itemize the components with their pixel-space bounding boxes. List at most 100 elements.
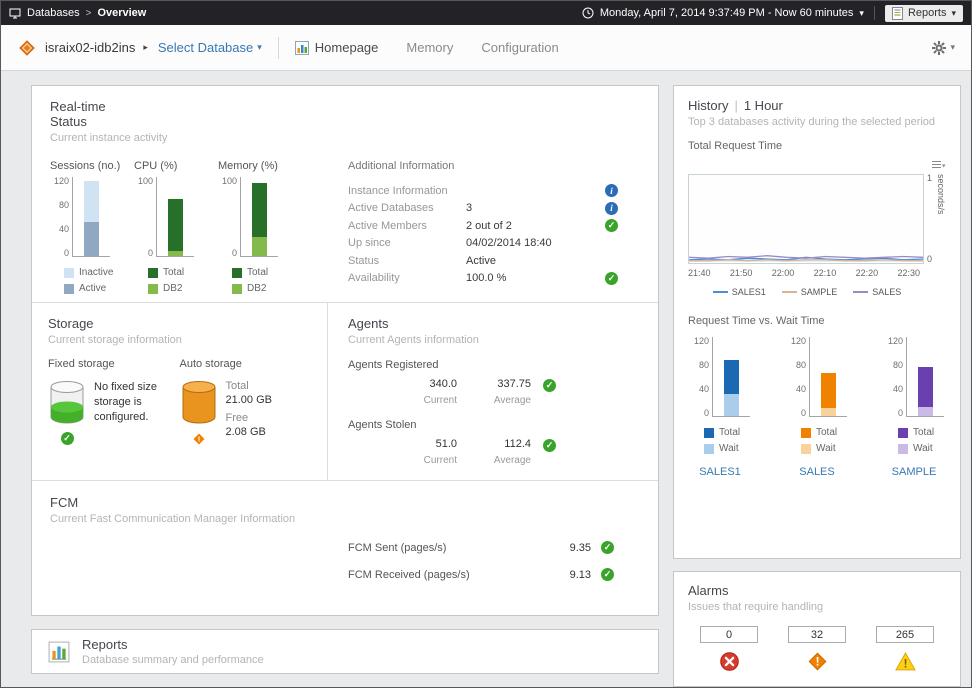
line-series-svg: [689, 255, 923, 262]
check-icon: ✓: [605, 271, 618, 285]
tab-homepage[interactable]: Homepage: [294, 40, 378, 55]
fcm-received-value: 9.13: [569, 568, 591, 581]
y-tick: 120: [53, 176, 69, 186]
chevron-down-icon: ▾: [951, 7, 956, 18]
history-title: History: [688, 98, 729, 113]
reports-title: Reports: [82, 637, 128, 652]
stacked-bar: [84, 177, 99, 256]
legend-label: SALES: [872, 287, 902, 297]
sales-link[interactable]: SALES: [799, 466, 835, 478]
request-wait-chart-sales: 120 80 40 0 Total Wait: [787, 337, 847, 454]
realtime-title: Real-time: [50, 99, 106, 114]
auto-storage-total-label: Total: [225, 380, 249, 392]
settings-menu-button[interactable]: ▾: [931, 40, 955, 56]
y-axis-ticks: 120 80 40 0: [884, 337, 906, 418]
sales1-link[interactable]: SALES1: [699, 466, 741, 478]
info-row: Active Databases 3 i: [348, 200, 618, 218]
warning-triangle-icon: !: [894, 652, 916, 671]
instance-selector[interactable]: israix02-idb2ins ▸: [17, 38, 148, 58]
bar-segment: [821, 408, 836, 416]
stacked-bar: [821, 337, 836, 416]
legend-label: Total: [816, 427, 838, 438]
alarms-title: Alarms: [688, 583, 729, 598]
agents-registered-label: Agents Registered: [348, 359, 439, 371]
chart-plot-area: 120 80 40 0: [50, 176, 134, 258]
breadcrumb-databases[interactable]: Databases: [27, 7, 80, 19]
legend-swatch: [898, 443, 908, 454]
agents-registered-group: Agents Registered 340.0 Current 337.75 A…: [348, 359, 638, 406]
main-content: Real-time Status Current instance activi…: [1, 71, 971, 687]
info-row: Status Active: [348, 252, 618, 270]
chart-title: Sessions (no.): [50, 160, 121, 172]
legend-item: Total: [704, 427, 750, 438]
y-tick: 0: [800, 408, 806, 418]
bar-segment: [168, 251, 183, 256]
storage-title: Storage: [48, 316, 94, 331]
total-request-time-chart: 1 0 seconds/s 21:40 21:50 22:00 22:10 22:20 22:3…: [688, 174, 946, 297]
gear-icon: [932, 40, 947, 55]
bar-segment: [724, 360, 739, 394]
info-row-label: Up since: [348, 237, 391, 250]
x-tick: 22:30: [897, 268, 920, 278]
y-tick: 100: [137, 176, 153, 186]
plot: [240, 177, 278, 257]
bar-segment: [821, 373, 836, 409]
history-caption: Top 3 databases activity during the sele…: [688, 116, 936, 128]
reports-menu-button[interactable]: Reports ▾: [884, 4, 963, 22]
y-tick: 80: [892, 360, 903, 370]
reports-card[interactable]: Reports Database summary and performance: [31, 629, 659, 674]
y-tick: 0: [927, 254, 933, 264]
line-chart: 1 0 seconds/s: [688, 174, 946, 264]
chart-legend: Total Wait: [801, 427, 847, 454]
current-label: Current: [423, 395, 457, 406]
fcm-received-row: FCM Received (pages/s) 9.13 ✓: [348, 568, 614, 581]
near-critical-alarms-count[interactable]: 32: [788, 626, 846, 643]
legend-label: Total: [719, 427, 741, 438]
legend-swatch: [781, 291, 797, 293]
y-tick: 0: [231, 248, 237, 258]
breadcrumb: Databases > Overview: [9, 7, 146, 19]
legend-item: Wait: [801, 443, 847, 454]
info-icon[interactable]: i: [605, 201, 618, 215]
bar-segment: [918, 366, 933, 407]
history-card: History | 1 Hour Top 3 databases activit…: [673, 85, 961, 559]
fcm-sent-value: 9.35: [569, 541, 591, 554]
reports-menu-label: Reports: [907, 7, 947, 19]
auto-storage-cylinder-icon: [182, 381, 215, 424]
history-period: 1 Hour: [743, 98, 783, 113]
tab-configuration[interactable]: Configuration: [481, 40, 558, 55]
tab-memory[interactable]: Memory: [406, 40, 453, 55]
critical-alarms-count[interactable]: 0: [700, 626, 758, 643]
legend-swatch: [704, 443, 714, 454]
near-critical-alarms: 32 !: [788, 626, 846, 671]
chart-plot-area: 100 0: [134, 176, 218, 258]
time-range-selector[interactable]: Monday, April 7, 2014 9:37:49 PM - Now 6…: [582, 7, 864, 19]
info-icon[interactable]: i: [605, 184, 618, 198]
topbar-divider: [873, 6, 875, 20]
bar-segment: [252, 182, 267, 238]
stacked-bar: [168, 177, 183, 256]
breadcrumb-separator: >: [85, 7, 92, 19]
warning-alarms-count[interactable]: 265: [876, 626, 934, 643]
info-row: Instance Information i: [348, 182, 618, 200]
legend-item: Inactive: [64, 267, 134, 278]
chart-legend: SALES1 SAMPLE SALES: [688, 287, 946, 297]
realtime-section: Real-time Status Current instance activi…: [32, 86, 658, 302]
legend-swatch: [232, 267, 242, 278]
legend-swatch: [898, 427, 908, 438]
chart-legend: Inactive Active: [64, 267, 134, 294]
sample-link[interactable]: SAMPLE: [891, 466, 937, 478]
chart-options-icon[interactable]: [931, 160, 946, 171]
critical-icon: [719, 652, 739, 671]
fixed-storage-cylinder-icon: [50, 381, 84, 424]
legend-label: Wait: [719, 443, 739, 454]
legend-label: Active: [79, 283, 107, 294]
x-tick: 22:20: [855, 268, 879, 278]
auto-storage-free-label: Free: [225, 412, 249, 424]
fcm-title: FCM: [50, 495, 79, 510]
storage-agents-row: Storage Current storage information Fixe…: [32, 302, 658, 480]
fcm-sent-row: FCM Sent (pages/s) 9.35 ✓: [348, 541, 614, 554]
select-database-dropdown[interactable]: Select Database ▾: [158, 40, 262, 55]
y-axis-ticks: 100 0: [218, 177, 240, 258]
